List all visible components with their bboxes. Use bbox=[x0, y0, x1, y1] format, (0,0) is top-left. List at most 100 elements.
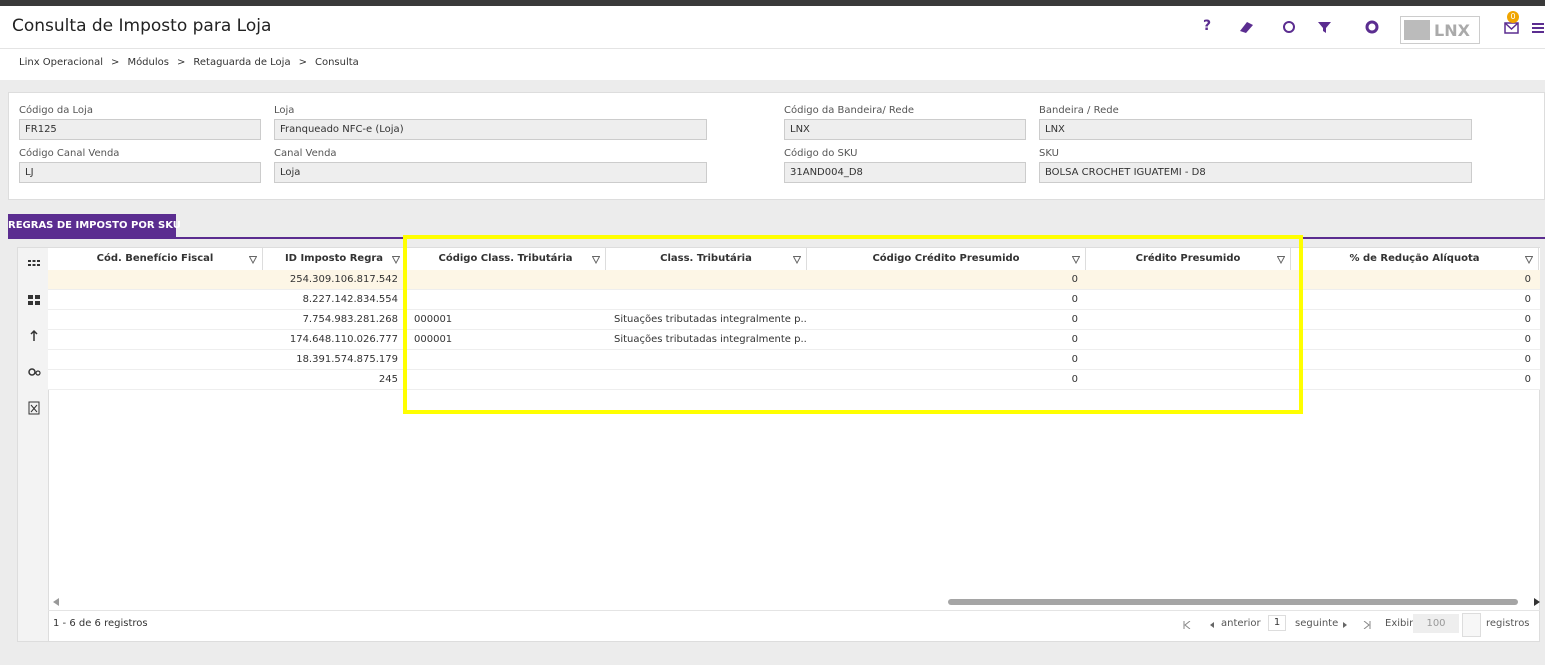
field-label: Código da Bandeira/ Rede bbox=[784, 105, 915, 116]
table-cell: 0 bbox=[1071, 314, 1078, 325]
top-bar bbox=[0, 0, 1545, 6]
show-label: Exibir bbox=[1385, 618, 1414, 629]
table-cell: 000001 bbox=[414, 334, 453, 345]
field-input: Loja bbox=[274, 162, 707, 183]
table-cell: 0 bbox=[1524, 354, 1531, 365]
column-header[interactable]: Código Class. Tributária bbox=[406, 248, 606, 270]
table-row[interactable] bbox=[48, 370, 1540, 390]
table-row[interactable] bbox=[48, 330, 1540, 350]
records-label: registros bbox=[1486, 618, 1530, 629]
column-header[interactable]: Código Crédito Presumido bbox=[807, 248, 1086, 270]
field-label: Código da Loja bbox=[19, 105, 93, 116]
column-filter-icon[interactable] bbox=[249, 256, 257, 264]
field-input: LNX bbox=[784, 119, 1026, 140]
column-header[interactable]: Crédito Presumido bbox=[1086, 248, 1291, 270]
form-panel: Código da Loja FR125 Loja Franqueado NFC-e … bbox=[8, 92, 1545, 200]
field-label: Código do SKU bbox=[784, 148, 858, 159]
toolbar-icons[interactable] bbox=[1238, 19, 1338, 35]
table-cell: 0 bbox=[1524, 314, 1531, 325]
table-cell: 000001 bbox=[414, 314, 453, 325]
field-input: Franqueado NFC-e (Loja) bbox=[274, 119, 707, 140]
table-cell: 18.391.574.875.179 bbox=[296, 354, 398, 365]
grid-panel: Cód. Benefício Fiscal ID Imposto Regra Cód… bbox=[17, 247, 1540, 642]
table-cell: 0 bbox=[1071, 294, 1078, 305]
column-filter-icon[interactable] bbox=[1277, 256, 1285, 264]
table-cell: 0 bbox=[1071, 354, 1078, 365]
table-cell: Situações tributadas integralmente p... bbox=[614, 314, 807, 325]
table-cell: 0 bbox=[1524, 334, 1531, 345]
page-size-dropdown[interactable] bbox=[1462, 613, 1481, 637]
column-header[interactable]: Cód. Benefício Fiscal bbox=[48, 248, 263, 270]
scrollbar[interactable] bbox=[50, 598, 1540, 606]
field-input: BOLSA CROCHET IGUATEMI - D8 bbox=[1039, 162, 1472, 183]
breadcrumb-item[interactable]: Módulos bbox=[127, 57, 169, 68]
page-size-select[interactable]: 100 bbox=[1413, 614, 1459, 633]
column-filter-icon[interactable] bbox=[1525, 256, 1533, 264]
breadcrumb-separator: > bbox=[111, 57, 120, 68]
logo-text: LNX bbox=[1434, 21, 1470, 40]
column-filter-icon[interactable] bbox=[392, 256, 400, 264]
bottom-strip bbox=[0, 665, 1545, 672]
table-cell: 0 bbox=[1071, 334, 1078, 345]
breadcrumb-item[interactable]: Consulta bbox=[314, 57, 359, 68]
table-row[interactable] bbox=[48, 350, 1540, 370]
grid-toolbar-icons[interactable] bbox=[27, 257, 41, 417]
column-filter-icon[interactable] bbox=[592, 256, 600, 264]
table-cell: 0 bbox=[1524, 274, 1531, 285]
column-header[interactable]: % de Redução Alíquota bbox=[1291, 248, 1539, 270]
table-cell: 174.648.110.026.777 bbox=[289, 334, 398, 345]
divider bbox=[48, 610, 1540, 611]
mail-icon[interactable] bbox=[1504, 22, 1520, 34]
table-row[interactable] bbox=[48, 270, 1540, 290]
highlight-box bbox=[403, 235, 1303, 414]
pager-next[interactable]: seguinte bbox=[1295, 618, 1339, 629]
field-label: Canal Venda bbox=[274, 148, 337, 159]
field-input: 31AND004_D8 bbox=[784, 162, 1026, 183]
pager-page[interactable]: 1 bbox=[1268, 615, 1286, 631]
breadcrumb-separator: > bbox=[298, 57, 307, 68]
logo-box: LNX bbox=[1400, 16, 1480, 44]
column-header[interactable]: ID Imposto Regra bbox=[263, 248, 406, 270]
table-cell: 254.309.106.817.542 bbox=[289, 274, 398, 285]
divider bbox=[0, 48, 1545, 49]
table-cell: Situações tributadas integralmente p... bbox=[614, 334, 807, 345]
field-label: Código Canal Venda bbox=[19, 148, 120, 159]
table-cell: 0 bbox=[1524, 294, 1531, 305]
table-cell: 7.754.983.281.268 bbox=[302, 314, 398, 325]
settings-icon[interactable] bbox=[1364, 19, 1380, 35]
pager-icon[interactable] bbox=[1341, 621, 1349, 629]
table-cell: 8.227.142.834.554 bbox=[302, 294, 398, 305]
help-icon[interactable]: ? bbox=[1203, 18, 1212, 34]
notification-badge: 0 bbox=[1507, 11, 1519, 23]
field-input: LJ bbox=[19, 162, 261, 183]
pager-icon[interactable] bbox=[1183, 621, 1191, 629]
grid-toolbar bbox=[18, 248, 49, 641]
breadcrumb-separator: > bbox=[176, 57, 186, 68]
pager-icon[interactable] bbox=[1208, 621, 1216, 629]
breadcrumb-item[interactable]: Retaguarda de Loja bbox=[193, 57, 291, 68]
pager-icon[interactable] bbox=[1363, 621, 1371, 629]
table-cell: 0 bbox=[1524, 374, 1531, 385]
header: Consulta de Imposto para Loja ? LNX 0 Li… bbox=[0, 6, 1545, 80]
field-input: FR125 bbox=[19, 119, 261, 140]
field-label: Bandeira / Rede bbox=[1039, 105, 1119, 116]
record-summary: 1 - 6 de 6 registros bbox=[53, 618, 148, 629]
page-title: Consulta de Imposto para Loja bbox=[12, 16, 272, 36]
breadcrumb: Linx Operacional > Módulos > Retaguarda de L… bbox=[19, 57, 359, 68]
table-cell: 0 bbox=[1071, 374, 1078, 385]
column-filter-icon[interactable] bbox=[793, 256, 801, 264]
tab[interactable]: REGRAS DE IMPOSTO POR SKU bbox=[8, 214, 181, 237]
field-input: LNX bbox=[1039, 119, 1472, 140]
pager-previous[interactable]: anterior bbox=[1221, 618, 1261, 629]
breadcrumb-item[interactable]: Linx Operacional bbox=[19, 57, 104, 68]
column-filter-icon[interactable] bbox=[1072, 256, 1080, 264]
table-cell: 0 bbox=[1071, 274, 1078, 285]
menu-icon[interactable] bbox=[1532, 22, 1544, 34]
table-cell: 245 bbox=[378, 374, 398, 385]
field-label: Loja bbox=[274, 105, 295, 116]
column-header[interactable]: Class. Tributária bbox=[606, 248, 807, 270]
logo-mark bbox=[1404, 20, 1430, 40]
table-row[interactable] bbox=[48, 310, 1540, 330]
table-row[interactable] bbox=[48, 290, 1540, 310]
